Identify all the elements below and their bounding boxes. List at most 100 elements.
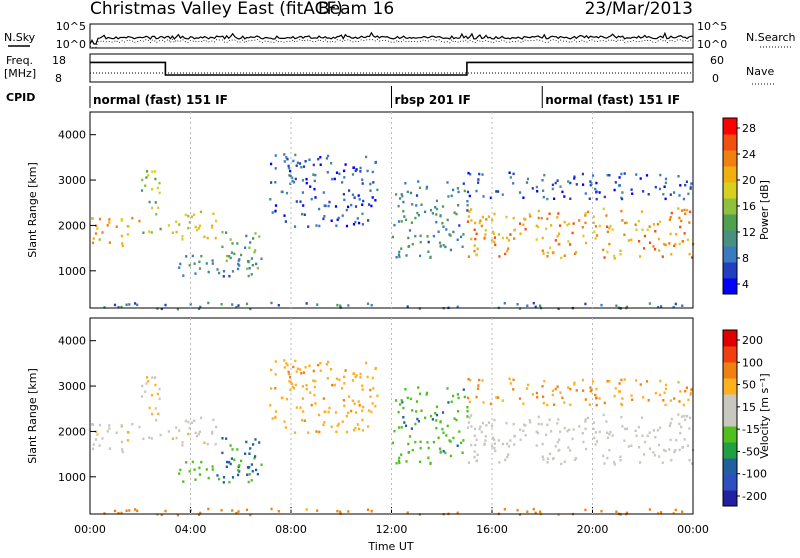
power-point bbox=[546, 255, 549, 258]
velocity-point bbox=[426, 441, 429, 444]
power-point bbox=[404, 182, 407, 185]
power-point bbox=[359, 166, 362, 170]
power-point bbox=[244, 246, 247, 249]
velocity-point bbox=[525, 387, 529, 390]
freq-panel bbox=[89, 53, 694, 83]
velocity-point bbox=[248, 452, 251, 455]
power-point bbox=[647, 193, 650, 196]
velocity-point bbox=[638, 446, 641, 449]
velocity-point bbox=[415, 410, 418, 413]
power-point bbox=[361, 203, 364, 206]
power-point bbox=[314, 173, 317, 177]
power-point bbox=[348, 189, 351, 192]
power-point bbox=[411, 203, 414, 206]
power-point bbox=[96, 227, 99, 230]
velocity-point bbox=[368, 409, 371, 412]
power-point bbox=[638, 240, 641, 243]
velocity-point bbox=[397, 426, 401, 429]
power-point bbox=[491, 218, 494, 222]
velocity-point bbox=[473, 455, 476, 459]
velocity-point bbox=[526, 510, 529, 513]
power-point bbox=[147, 174, 150, 177]
power-point bbox=[157, 206, 160, 210]
power-point bbox=[182, 274, 185, 277]
power-point bbox=[690, 182, 693, 185]
velocity-point bbox=[466, 410, 469, 413]
velocity-point bbox=[661, 461, 664, 464]
velocity-point bbox=[343, 404, 346, 408]
power-point bbox=[151, 206, 154, 210]
velocity-point bbox=[302, 371, 306, 374]
velocity-point bbox=[663, 391, 666, 394]
power-point bbox=[639, 255, 642, 258]
velocity-colorbar-swatch bbox=[723, 362, 737, 379]
velocity-point bbox=[270, 507, 273, 511]
freq-label-line2: [MHz] bbox=[4, 67, 36, 80]
power-point bbox=[669, 193, 672, 196]
power-point bbox=[361, 223, 364, 226]
velocity-point bbox=[621, 425, 624, 428]
power-point bbox=[207, 301, 210, 305]
velocity-point bbox=[678, 448, 681, 452]
power-point bbox=[188, 221, 191, 224]
velocity-point bbox=[582, 440, 585, 444]
velocity-point bbox=[283, 359, 286, 362]
x-tick-label: 16:00 bbox=[476, 523, 508, 536]
velocity-point bbox=[606, 436, 609, 440]
power-point bbox=[211, 259, 214, 262]
velocity-point bbox=[642, 396, 645, 399]
velocity-point bbox=[541, 385, 544, 388]
power-point bbox=[128, 303, 131, 306]
power-point bbox=[154, 177, 157, 181]
power-point bbox=[292, 181, 296, 184]
velocity-point bbox=[256, 472, 259, 476]
velocity-point bbox=[308, 364, 311, 367]
power-point bbox=[126, 233, 129, 236]
velocity-point bbox=[519, 438, 522, 441]
power-point bbox=[151, 187, 154, 191]
velocity-point bbox=[619, 455, 622, 459]
velocity-point bbox=[531, 393, 534, 396]
velocity-point bbox=[684, 389, 687, 393]
velocity-point bbox=[158, 387, 161, 391]
velocity-point bbox=[409, 397, 412, 401]
power-point bbox=[595, 197, 598, 201]
power-point bbox=[662, 242, 666, 246]
power-point bbox=[400, 193, 403, 196]
power-point bbox=[406, 190, 409, 194]
power-point bbox=[467, 171, 470, 175]
power-point bbox=[668, 218, 671, 221]
velocity-point bbox=[305, 508, 308, 511]
velocity-point bbox=[558, 438, 561, 441]
velocity-point bbox=[416, 417, 419, 421]
velocity-point bbox=[212, 418, 215, 422]
velocity-point bbox=[587, 416, 590, 420]
power-point bbox=[509, 233, 512, 236]
velocity-point bbox=[155, 419, 158, 422]
velocity-point bbox=[556, 385, 559, 388]
y-tick-label: 2000 bbox=[58, 425, 86, 438]
power-point bbox=[688, 252, 691, 256]
power-point bbox=[231, 270, 235, 273]
power-point bbox=[689, 185, 692, 189]
velocity-point bbox=[445, 434, 448, 437]
velocity-point bbox=[142, 437, 145, 440]
power-point bbox=[477, 181, 480, 184]
velocity-point bbox=[194, 431, 197, 435]
velocity-point bbox=[687, 398, 690, 402]
velocity-point bbox=[240, 459, 243, 463]
noise-tick-left-bottom: 10^0 bbox=[56, 38, 86, 51]
power-point bbox=[211, 226, 214, 229]
velocity-point bbox=[246, 466, 250, 469]
velocity-point bbox=[175, 426, 178, 429]
power-point bbox=[347, 304, 350, 307]
velocity-point bbox=[356, 423, 359, 426]
power-point bbox=[595, 234, 599, 237]
power-point bbox=[292, 159, 295, 163]
velocity-point bbox=[670, 459, 673, 462]
power-point bbox=[317, 157, 320, 161]
velocity-point bbox=[411, 448, 414, 452]
velocity-point bbox=[197, 432, 200, 436]
velocity-point bbox=[573, 458, 577, 461]
velocity-ylabel: Slant Range [km] bbox=[26, 368, 39, 464]
